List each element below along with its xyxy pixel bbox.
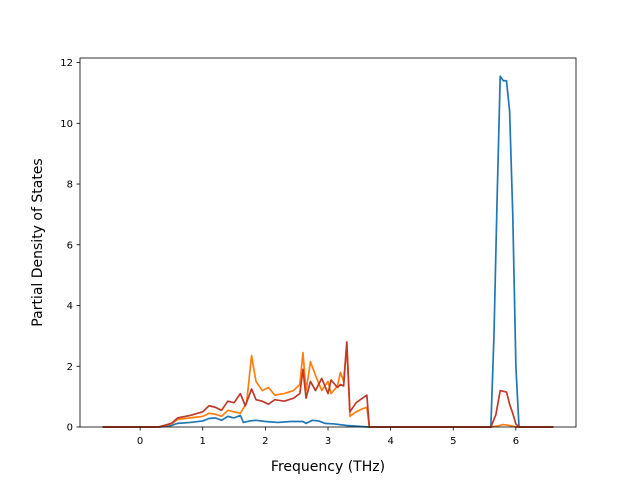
x-tick-label: 6 bbox=[513, 436, 519, 447]
y-tick-label: 0 bbox=[67, 423, 73, 434]
series-lines bbox=[102, 75, 554, 428]
x-tick-label: 3 bbox=[325, 436, 331, 447]
x-axis-label: Frequency (THz) bbox=[271, 459, 385, 475]
x-tick-label: 4 bbox=[387, 436, 393, 447]
series-line-3 bbox=[102, 341, 554, 428]
y-tick-label: 8 bbox=[67, 180, 73, 191]
x-tick-label: 1 bbox=[200, 436, 206, 447]
plot-frame bbox=[79, 57, 577, 428]
series-line-2 bbox=[102, 342, 554, 428]
y-tick-label: 4 bbox=[67, 301, 73, 312]
x-tick-label: 0 bbox=[137, 436, 143, 447]
x-axis-ticks: 0 1 2 3 4 5 6 bbox=[137, 427, 519, 447]
x-tick-label: 5 bbox=[450, 436, 456, 447]
x-tick-label: 2 bbox=[262, 436, 268, 447]
y-axis-ticks: 0 2 4 6 8 10 12 bbox=[60, 58, 80, 434]
y-tick-label: 12 bbox=[60, 58, 73, 69]
y-tick-label: 2 bbox=[67, 362, 73, 373]
y-axis-label: Partial Density of States bbox=[30, 158, 46, 326]
y-tick-label: 10 bbox=[60, 119, 73, 130]
series-line-1 bbox=[102, 75, 554, 428]
y-tick-label: 6 bbox=[67, 240, 73, 251]
